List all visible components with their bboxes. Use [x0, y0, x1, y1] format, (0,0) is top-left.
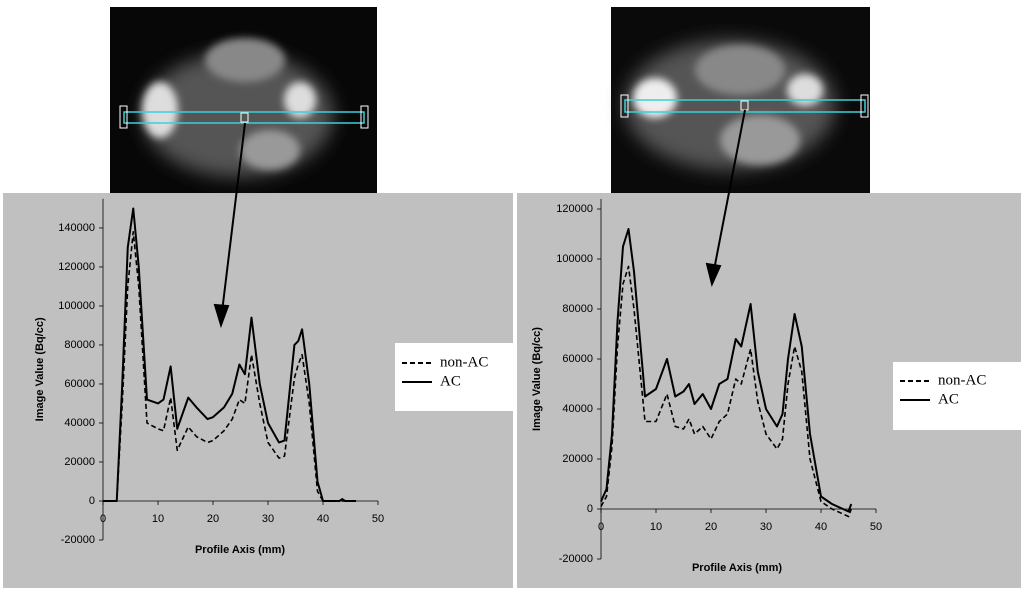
scan-image-left — [110, 7, 377, 193]
x-axis-title: Profile Axis (mm) — [195, 544, 285, 556]
x-axis-title: Profile Axis (mm) — [692, 562, 782, 574]
y-tick-label: 20000 — [562, 453, 593, 465]
legend-label: non-AC — [938, 372, 986, 388]
x-tick-label: 0 — [100, 513, 106, 525]
scan-image-right — [611, 7, 870, 193]
x-tick-label: 40 — [815, 521, 827, 533]
y-tick-label: -20000 — [559, 553, 593, 565]
y-tick-label: 80000 — [64, 339, 95, 351]
x-tick-label: 10 — [152, 513, 164, 525]
y-tick-label: 60000 — [64, 378, 95, 390]
y-tick-label: 140000 — [58, 222, 95, 234]
y-tick-label: 20000 — [64, 456, 95, 468]
legend-label: non-AC — [440, 354, 488, 370]
legend-label: AC — [938, 391, 959, 407]
x-tick-label: 30 — [760, 521, 772, 533]
arrow-left — [213, 122, 246, 329]
data-line — [600, 228, 853, 513]
y-tick-label: 60000 — [562, 353, 593, 365]
x-tick-label: 40 — [317, 513, 329, 525]
x-tick-label: 20 — [207, 513, 219, 525]
arrow-right — [705, 109, 746, 288]
data-line — [103, 231, 356, 502]
y-tick-label: 120000 — [58, 261, 95, 273]
y-tick-label: -20000 — [61, 534, 95, 546]
legend-label: AC — [440, 373, 461, 389]
y-axis-title: Image Value (Bq/cc) — [531, 327, 543, 431]
y-tick-label: 80000 — [562, 303, 593, 315]
data-line — [600, 265, 853, 518]
x-tick-label: 30 — [262, 513, 274, 525]
y-axis-title: Image Value (Bq/cc) — [34, 317, 46, 421]
x-tick-label: 20 — [705, 521, 717, 533]
data-line — [103, 207, 356, 502]
y-tick-label: 120000 — [556, 203, 593, 215]
x-tick-label: 10 — [650, 521, 662, 533]
y-tick-label: 40000 — [64, 417, 95, 429]
x-tick-label: 0 — [598, 521, 604, 533]
legend-box-right — [893, 362, 1021, 430]
x-tick-label: 50 — [372, 513, 384, 525]
y-tick-label: 100000 — [556, 253, 593, 265]
legend-box-left — [395, 343, 513, 411]
y-tick-label: 40000 — [562, 403, 593, 415]
y-tick-label: 100000 — [58, 300, 95, 312]
y-tick-label: 0 — [587, 503, 593, 515]
y-tick-label: 0 — [89, 495, 95, 507]
x-tick-label: 50 — [870, 521, 882, 533]
